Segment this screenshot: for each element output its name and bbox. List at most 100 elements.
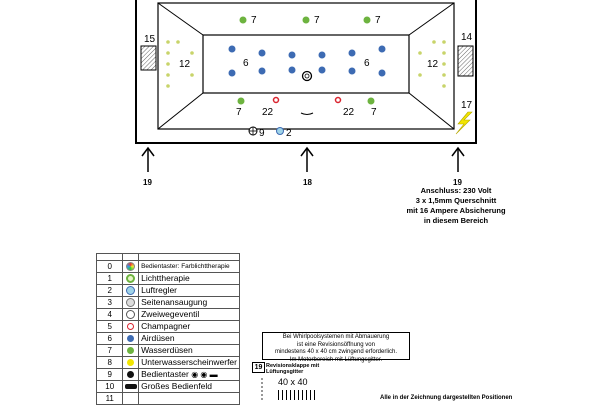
two-way-valve-icon [126, 310, 136, 320]
water-nozzle-icon [237, 97, 245, 105]
water-nozzle-icon [302, 16, 310, 24]
legend-label: Bedientaster: Farblichttherapie [138, 260, 240, 273]
legend-num: 9 [95, 368, 124, 381]
label-7: 7 [314, 15, 320, 26]
water-nozzle-icon [127, 347, 135, 355]
underwater-light-icon [127, 359, 135, 367]
water-nozzle-icon [363, 16, 371, 24]
legend-label: Unterwasserscheinwerfer [138, 356, 240, 369]
legend-label-text: Bedientaster [141, 369, 189, 380]
arrow-right [451, 146, 465, 172]
legend-label: Bedientaster ◉ ◉ ▬ [138, 368, 240, 381]
legend-row: 10 Großes Bedienfeld [95, 380, 240, 393]
light-therapy-icon [126, 274, 136, 284]
legend-label: Zweiwegeventil [138, 308, 240, 321]
champagne-icon [127, 323, 135, 331]
legend-label: Champagner [138, 320, 240, 333]
label-2: 2 [286, 128, 292, 139]
legend-label: Seitenansaugung [138, 296, 240, 309]
legend-num: 1 [95, 272, 124, 285]
legend-num: 11 [95, 392, 124, 405]
water-nozzle-icon [367, 97, 375, 105]
arrow-left [141, 146, 155, 172]
label-12: 12 [427, 59, 439, 70]
legend-num: 0 [95, 260, 124, 273]
legend-num: 8 [95, 356, 124, 369]
revision-info-box: Bei Whirlpoolsystemen mit Abmauerung ist… [262, 332, 410, 363]
label-22: 22 [343, 107, 355, 118]
arrow-label-19: 19 [453, 178, 462, 187]
legend-row: 1 Lichttherapie [95, 272, 240, 285]
legend-row: 2 Luftregler [95, 284, 240, 297]
bevel-line [157, 92, 204, 130]
legend-num: 4 [95, 308, 124, 321]
side-suction-right-icon [457, 45, 474, 77]
label-7: 7 [371, 107, 377, 118]
legend-label: Luftregler [138, 284, 240, 297]
color-therapy-icon [126, 262, 136, 272]
footnote: Alle in der Zeichnung dargestellten Posi… [380, 395, 513, 401]
revision-size: 40 x 40 [278, 377, 308, 387]
legend-row: 11 [95, 392, 240, 405]
legend-label: Airdüsen [138, 332, 240, 345]
control-panel-icon [124, 384, 137, 390]
side-suction-left-icon [140, 45, 157, 71]
legend-row: 5 Champagner [95, 320, 240, 333]
legend-num: 5 [95, 320, 124, 333]
legend-num: 2 [95, 284, 124, 297]
air-nozzles [228, 45, 386, 77]
legend-num: 3 [95, 296, 124, 309]
bevel-line [408, 2, 455, 36]
arrow-label-19: 19 [143, 178, 152, 187]
air-regulator-icon [126, 286, 136, 296]
bevel-line [157, 2, 204, 36]
legend-num: 6 [95, 332, 124, 345]
info-line: mindestens 40 x 40 cm zwingend erforderl… [274, 349, 398, 355]
label-14: 14 [461, 32, 473, 43]
champagne-icon [272, 96, 280, 104]
legend-row: 4 Zweiwegeventil [95, 308, 240, 321]
legend-row: 6 Airdüsen [95, 332, 240, 345]
champagne-icon [334, 96, 342, 104]
side-nozzles-right [418, 40, 446, 88]
legend-label: Großes Bedienfeld [138, 380, 240, 393]
arrow-middle [300, 146, 314, 172]
connection-line: 3 x 1,5mm Querschnitt [415, 196, 497, 205]
bevel-line [408, 92, 455, 130]
label-7: 7 [236, 107, 242, 118]
info-line: Bei Whirlpoolsystemen mit Abmauerung [282, 334, 390, 340]
overflow-icon [300, 112, 314, 115]
legend-row: 7 Wasserdüsen [95, 344, 240, 357]
connection-line: in diesem Bereich [423, 216, 489, 225]
legend-num: 10 [95, 380, 124, 393]
connection-line: Anschluss: 230 Volt [420, 186, 492, 195]
legend-row: 9 Bedientaster ◉ ◉ ▬ [95, 368, 240, 381]
side-nozzles-left [166, 40, 194, 88]
power-connection-icon [455, 111, 473, 135]
label-22: 22 [262, 107, 274, 118]
label-15: 15 [144, 34, 156, 45]
info-line: ist eine Revisionsöffnung von [297, 341, 375, 348]
label-6: 6 [364, 58, 370, 69]
control-buttons-symbols-icon: ◉ ◉ ▬ [191, 370, 218, 379]
label-17: 17 [461, 100, 473, 111]
air-nozzle-icon [127, 335, 135, 343]
legend-row: 0 Bedientaster: Farblichttherapie [95, 260, 240, 273]
revision-number: 19 [252, 362, 265, 373]
label-6: 6 [243, 58, 249, 69]
info-line: Im Motorbereich mit Lüftungsgitter. [289, 356, 383, 363]
tub-bottom [202, 34, 410, 94]
legend-label: Wasserdüsen [138, 344, 240, 357]
legend-table: 0 Bedientaster: Farblichttherapie 1 Lich… [95, 253, 240, 405]
connection-note: Anschluss: 230 Volt 3 x 1,5mm Querschnit… [404, 186, 508, 226]
side-suction-icon [126, 298, 136, 308]
air-regulator-icon [276, 127, 284, 135]
legend-num: 7 [95, 344, 124, 357]
revision-title: Revisionsklappe mit Lüftungsgitter [266, 363, 320, 375]
legend-row: 3 Seitenansaugung [95, 296, 240, 309]
control-button-icon [127, 371, 135, 379]
legend-label [138, 392, 240, 405]
label-9: 9 [259, 128, 265, 139]
connection-line: mit 16 Ampere Absicherung [406, 206, 506, 215]
